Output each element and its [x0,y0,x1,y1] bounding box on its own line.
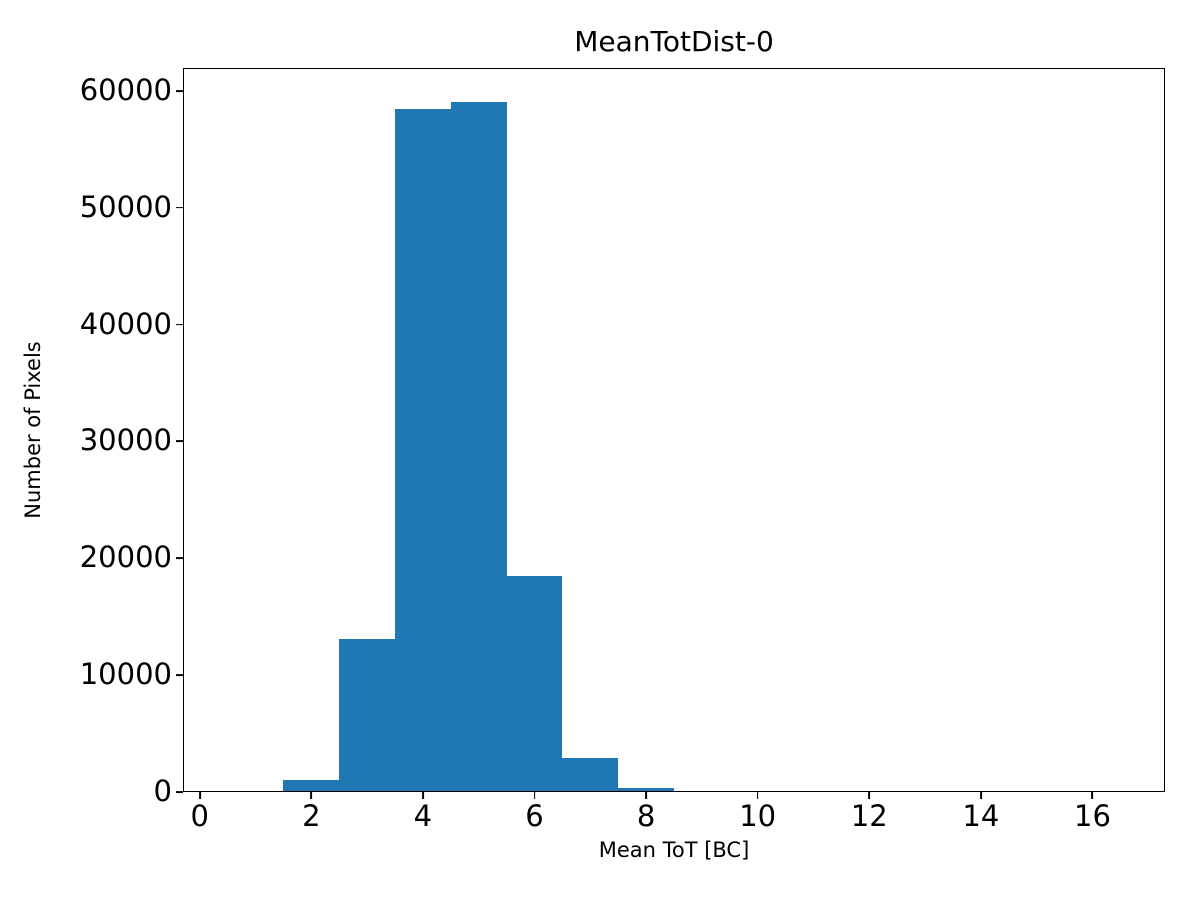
y-tick-label: 30000 [79,423,172,458]
chart-title: MeanTotDist-0 [574,25,774,58]
x-tick-label: 16 [1074,799,1111,833]
y-tick-mark [176,791,183,793]
histogram-bar [450,102,507,792]
x-tick-mark [533,792,536,799]
histogram-bar [395,109,451,792]
x-tick-label: 14 [962,799,1000,833]
x-tick-mark [645,792,647,799]
y-tick-mark [176,89,183,92]
y-tick-label: 40000 [79,306,172,341]
x-tick-label: 2 [302,799,321,833]
x-tick-mark [422,792,424,799]
histogram-bar [283,780,340,792]
x-tick-mark [198,792,201,799]
x-tick-mark [979,792,982,799]
y-tick-label: 0 [153,774,172,809]
y-tick-mark [176,557,183,560]
histogram-bar [674,790,730,792]
x-tick-mark [868,792,871,799]
x-tick-mark [1091,792,1094,799]
histogram-bar [506,575,563,792]
histogram-bar [339,638,395,792]
plot-area: 0 2 4 6 8 10 12 14 16 0 10000 20000 30000 40000 50000 6… [80,68,1165,832]
x-tick-label: 0 [190,799,209,833]
y-tick-label: 10000 [79,657,172,692]
x-tick-label: 6 [525,799,544,833]
y-tick-mark [176,323,183,326]
y-tick-mark [176,206,183,209]
x-tick-mark [756,792,759,799]
x-tick-label: 4 [413,799,433,833]
histogram-bar [562,757,619,792]
x-tick-label: 8 [636,799,656,833]
y-tick-label: 50000 [79,189,172,224]
x-tick-label: 10 [739,799,777,833]
histogram-bar [618,787,674,792]
y-tick-label: 20000 [79,540,172,575]
y-axis-label: Number of Pixels [21,341,45,519]
x-tick-mark [310,792,313,799]
y-tick-mark [176,440,183,443]
y-tick-mark [176,674,183,677]
x-tick-label: 12 [850,799,888,833]
x-axis-label: Mean ToT [BC] [598,838,750,862]
y-tick-label: 60000 [79,72,172,107]
